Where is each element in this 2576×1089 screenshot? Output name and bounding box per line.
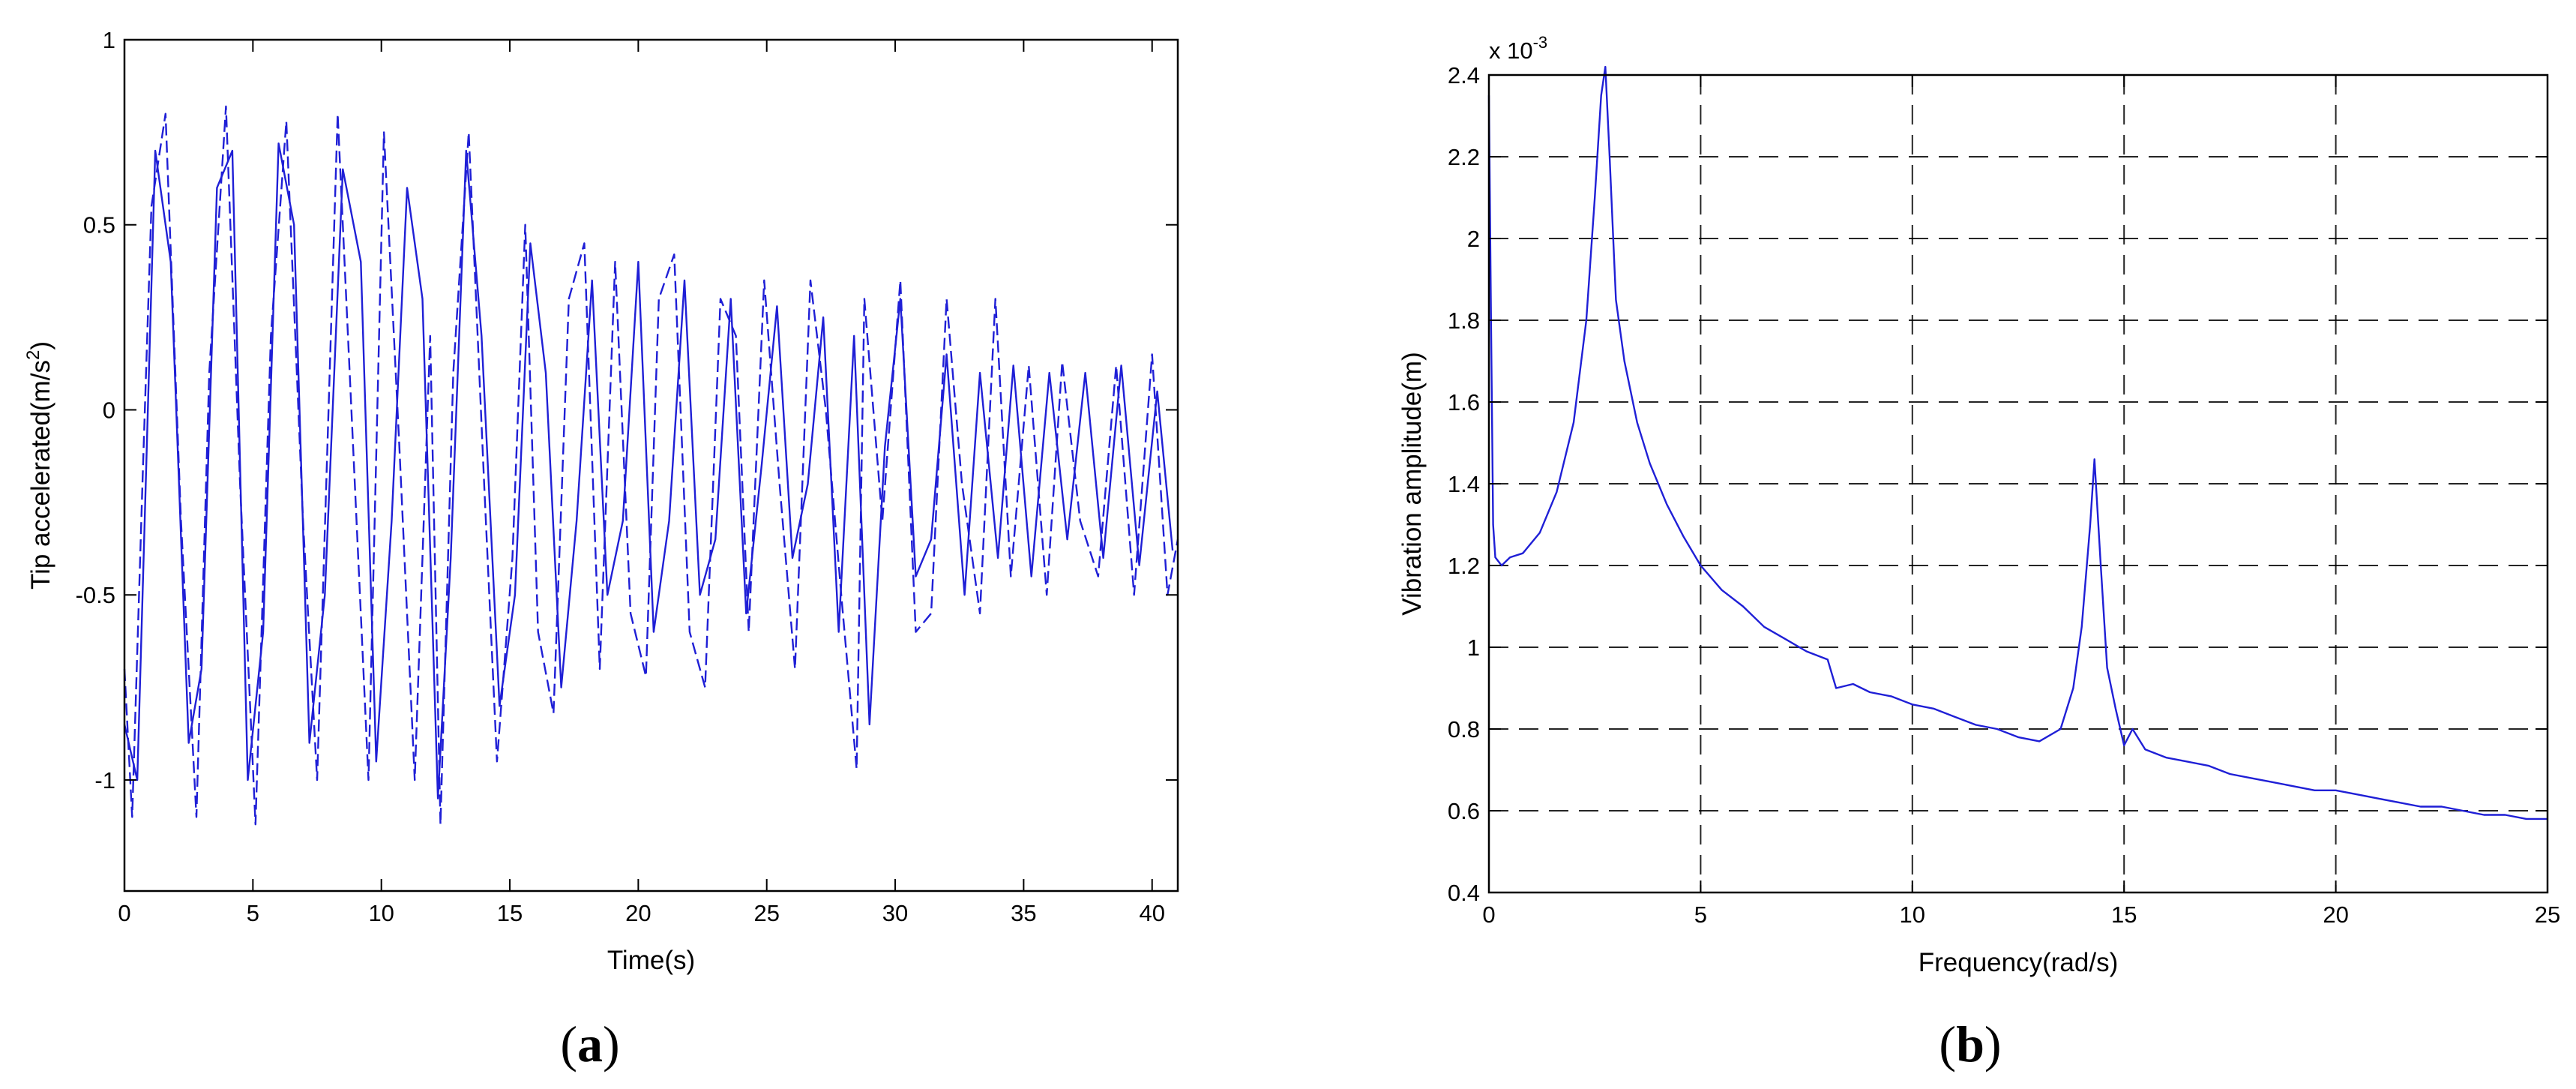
- x-tick-label: 25: [753, 900, 779, 926]
- panel-caption: (b): [1939, 1016, 2001, 1072]
- x-tick-label: 20: [625, 900, 651, 926]
- y-scale-note-exponent: -3: [1533, 33, 1548, 52]
- series-line-1: [123, 105, 1179, 826]
- y-tick-label: 2: [1467, 226, 1480, 252]
- x-tick-label: 35: [1011, 900, 1036, 926]
- plot-frame: [123, 38, 1179, 892]
- y-tick-label: 2.4: [1448, 62, 1480, 88]
- x-tick-label: 15: [2111, 902, 2137, 928]
- x-axis-label: Time(s): [607, 946, 695, 975]
- x-tick-label: 10: [368, 900, 394, 926]
- panel-a: 0 5 10 15 20 25 30 35 40 -1 -0.5 0 0.5 1 Time(s) Tip ac…: [23, 27, 1179, 1072]
- y-scale-note-base: x 10: [1489, 38, 1533, 64]
- series-line-2: [123, 142, 1174, 800]
- x-tick-label: 40: [1139, 900, 1164, 926]
- caption-letter: a: [577, 1016, 603, 1072]
- x-tick-label: 0: [1482, 902, 1495, 928]
- x-tick-label: 10: [1900, 902, 1925, 928]
- y-axis-label-superscript: 2: [23, 350, 43, 360]
- caption-close-paren: ): [603, 1016, 620, 1072]
- y-tick-label: 1.8: [1448, 308, 1480, 334]
- y-tick-label: -0.5: [76, 582, 115, 608]
- x-tick-label: 5: [1694, 902, 1707, 928]
- y-scale-note: x 10-3: [1489, 33, 1547, 64]
- panel-caption: (a): [560, 1016, 619, 1072]
- y-tick-label: -1: [94, 767, 115, 794]
- x-axis-label: Frequency(rad/s): [1919, 948, 2118, 977]
- caption-open-paren: (: [1939, 1016, 1956, 1072]
- y-axis-label-close: ): [26, 341, 55, 350]
- y-tick-label: 1.4: [1448, 471, 1480, 497]
- x-tick-label: 20: [2323, 902, 2348, 928]
- y-tick-label: 0.5: [83, 212, 115, 238]
- x-tick-label: 25: [2535, 902, 2560, 928]
- y-tick-label: 0.4: [1448, 880, 1480, 906]
- y-tick-label: 1.2: [1448, 553, 1480, 579]
- y-tick-label: 0: [103, 397, 115, 423]
- panel-b: 0 5 10 15 20 25 0.4 0.6 0.8 1 1.2 1.4 1.6 1.8 2 2.2 2.4 F…: [1397, 33, 2560, 1072]
- y-tick-label: 2.2: [1448, 144, 1480, 170]
- x-tick-label: 5: [247, 900, 259, 926]
- caption-letter: b: [1956, 1016, 1984, 1072]
- x-tick-label: 0: [118, 900, 130, 926]
- x-tick-label: 30: [882, 900, 908, 926]
- y-tick-label: 1.6: [1448, 389, 1480, 416]
- y-axis-label: Tip accelerated(m/s2): [23, 341, 55, 590]
- y-tick-label: 0.8: [1448, 716, 1480, 742]
- y-axis-label-main: Tip accelerated(m/s: [26, 360, 55, 590]
- y-tick-label: 0.6: [1448, 798, 1480, 824]
- caption-open-paren: (: [560, 1016, 577, 1072]
- y-tick-label: 1: [1467, 634, 1480, 661]
- caption-close-paren: ): [1984, 1016, 2002, 1072]
- y-tick-label: 1: [103, 27, 115, 53]
- series-line-1: [1487, 65, 2548, 820]
- y-axis-label: Vibration amplitude(m): [1397, 352, 1427, 615]
- x-tick-label: 15: [497, 900, 523, 926]
